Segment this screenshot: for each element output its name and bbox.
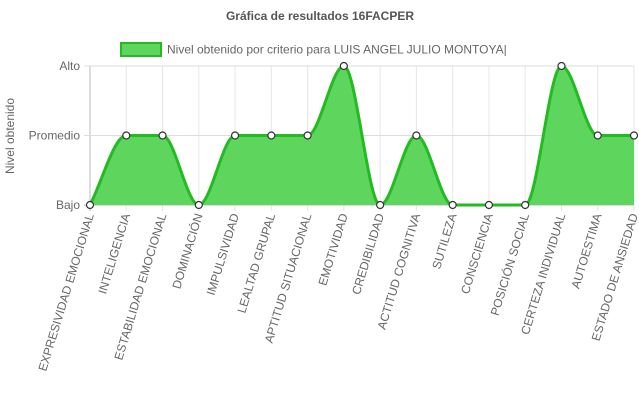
x-tick-label: LEALTAD GRUPAL	[235, 211, 279, 314]
data-point[interactable]	[593, 131, 602, 140]
x-tick-label: INTELIGENCIA	[95, 212, 133, 296]
data-point[interactable]	[521, 200, 530, 210]
chart-title: Gráfica de resultados 16FACPER	[226, 9, 414, 23]
data-point[interactable]	[267, 131, 276, 140]
x-tick-label: AUTOESTIMA	[568, 212, 604, 290]
y-axis: Bajo Promedio Alto	[29, 59, 81, 212]
data-point[interactable]	[376, 200, 385, 210]
data-point[interactable]	[230, 131, 240, 140]
y-tick-label: Promedio	[29, 129, 81, 143]
data-point[interactable]	[194, 200, 203, 210]
data-point[interactable]	[629, 131, 639, 140]
data-point[interactable]	[85, 200, 95, 210]
data-point[interactable]	[448, 200, 457, 210]
data-points	[85, 61, 639, 210]
y-tick-label: Bajo	[56, 198, 80, 212]
y-tick-label: Alto	[59, 59, 80, 73]
data-point[interactable]	[339, 61, 348, 71]
data-point[interactable]	[412, 131, 421, 140]
y-axis-title: Nivel obtenido	[3, 98, 17, 174]
data-point[interactable]	[158, 131, 167, 140]
data-point[interactable]	[484, 200, 494, 210]
x-tick-label: POSICIÓN SOCIAL	[487, 211, 532, 317]
x-tick-label: EXPRESIVIDAD EMOCIONAL	[36, 211, 97, 372]
series-line	[88, 64, 634, 207]
plot-area	[88, 64, 634, 207]
x-tick-label: CONSCIENCIA	[458, 212, 496, 296]
x-tick-label: DOMINACIÓN	[169, 211, 206, 290]
x-tick-label: SUTILEZA	[429, 212, 459, 271]
data-point[interactable]	[303, 131, 312, 140]
x-tick-label: CREDIBILIDAD	[349, 211, 387, 296]
x-tick-label: EMOTIVIDAD	[316, 211, 351, 287]
x-tick-label: IMPULSIVIDAD	[204, 211, 242, 296]
legend-label[interactable]: Nivel obtenido por criterio para LUIS AN…	[167, 43, 507, 57]
data-point[interactable]	[122, 131, 131, 140]
legend[interactable]: Nivel obtenido por criterio para LUIS AN…	[120, 42, 507, 57]
legend-swatch[interactable]	[120, 42, 162, 57]
data-point[interactable]	[557, 61, 566, 71]
x-axis: EXPRESIVIDAD EMOCIONALINTELIGENCIAESTABI…	[36, 211, 639, 373]
